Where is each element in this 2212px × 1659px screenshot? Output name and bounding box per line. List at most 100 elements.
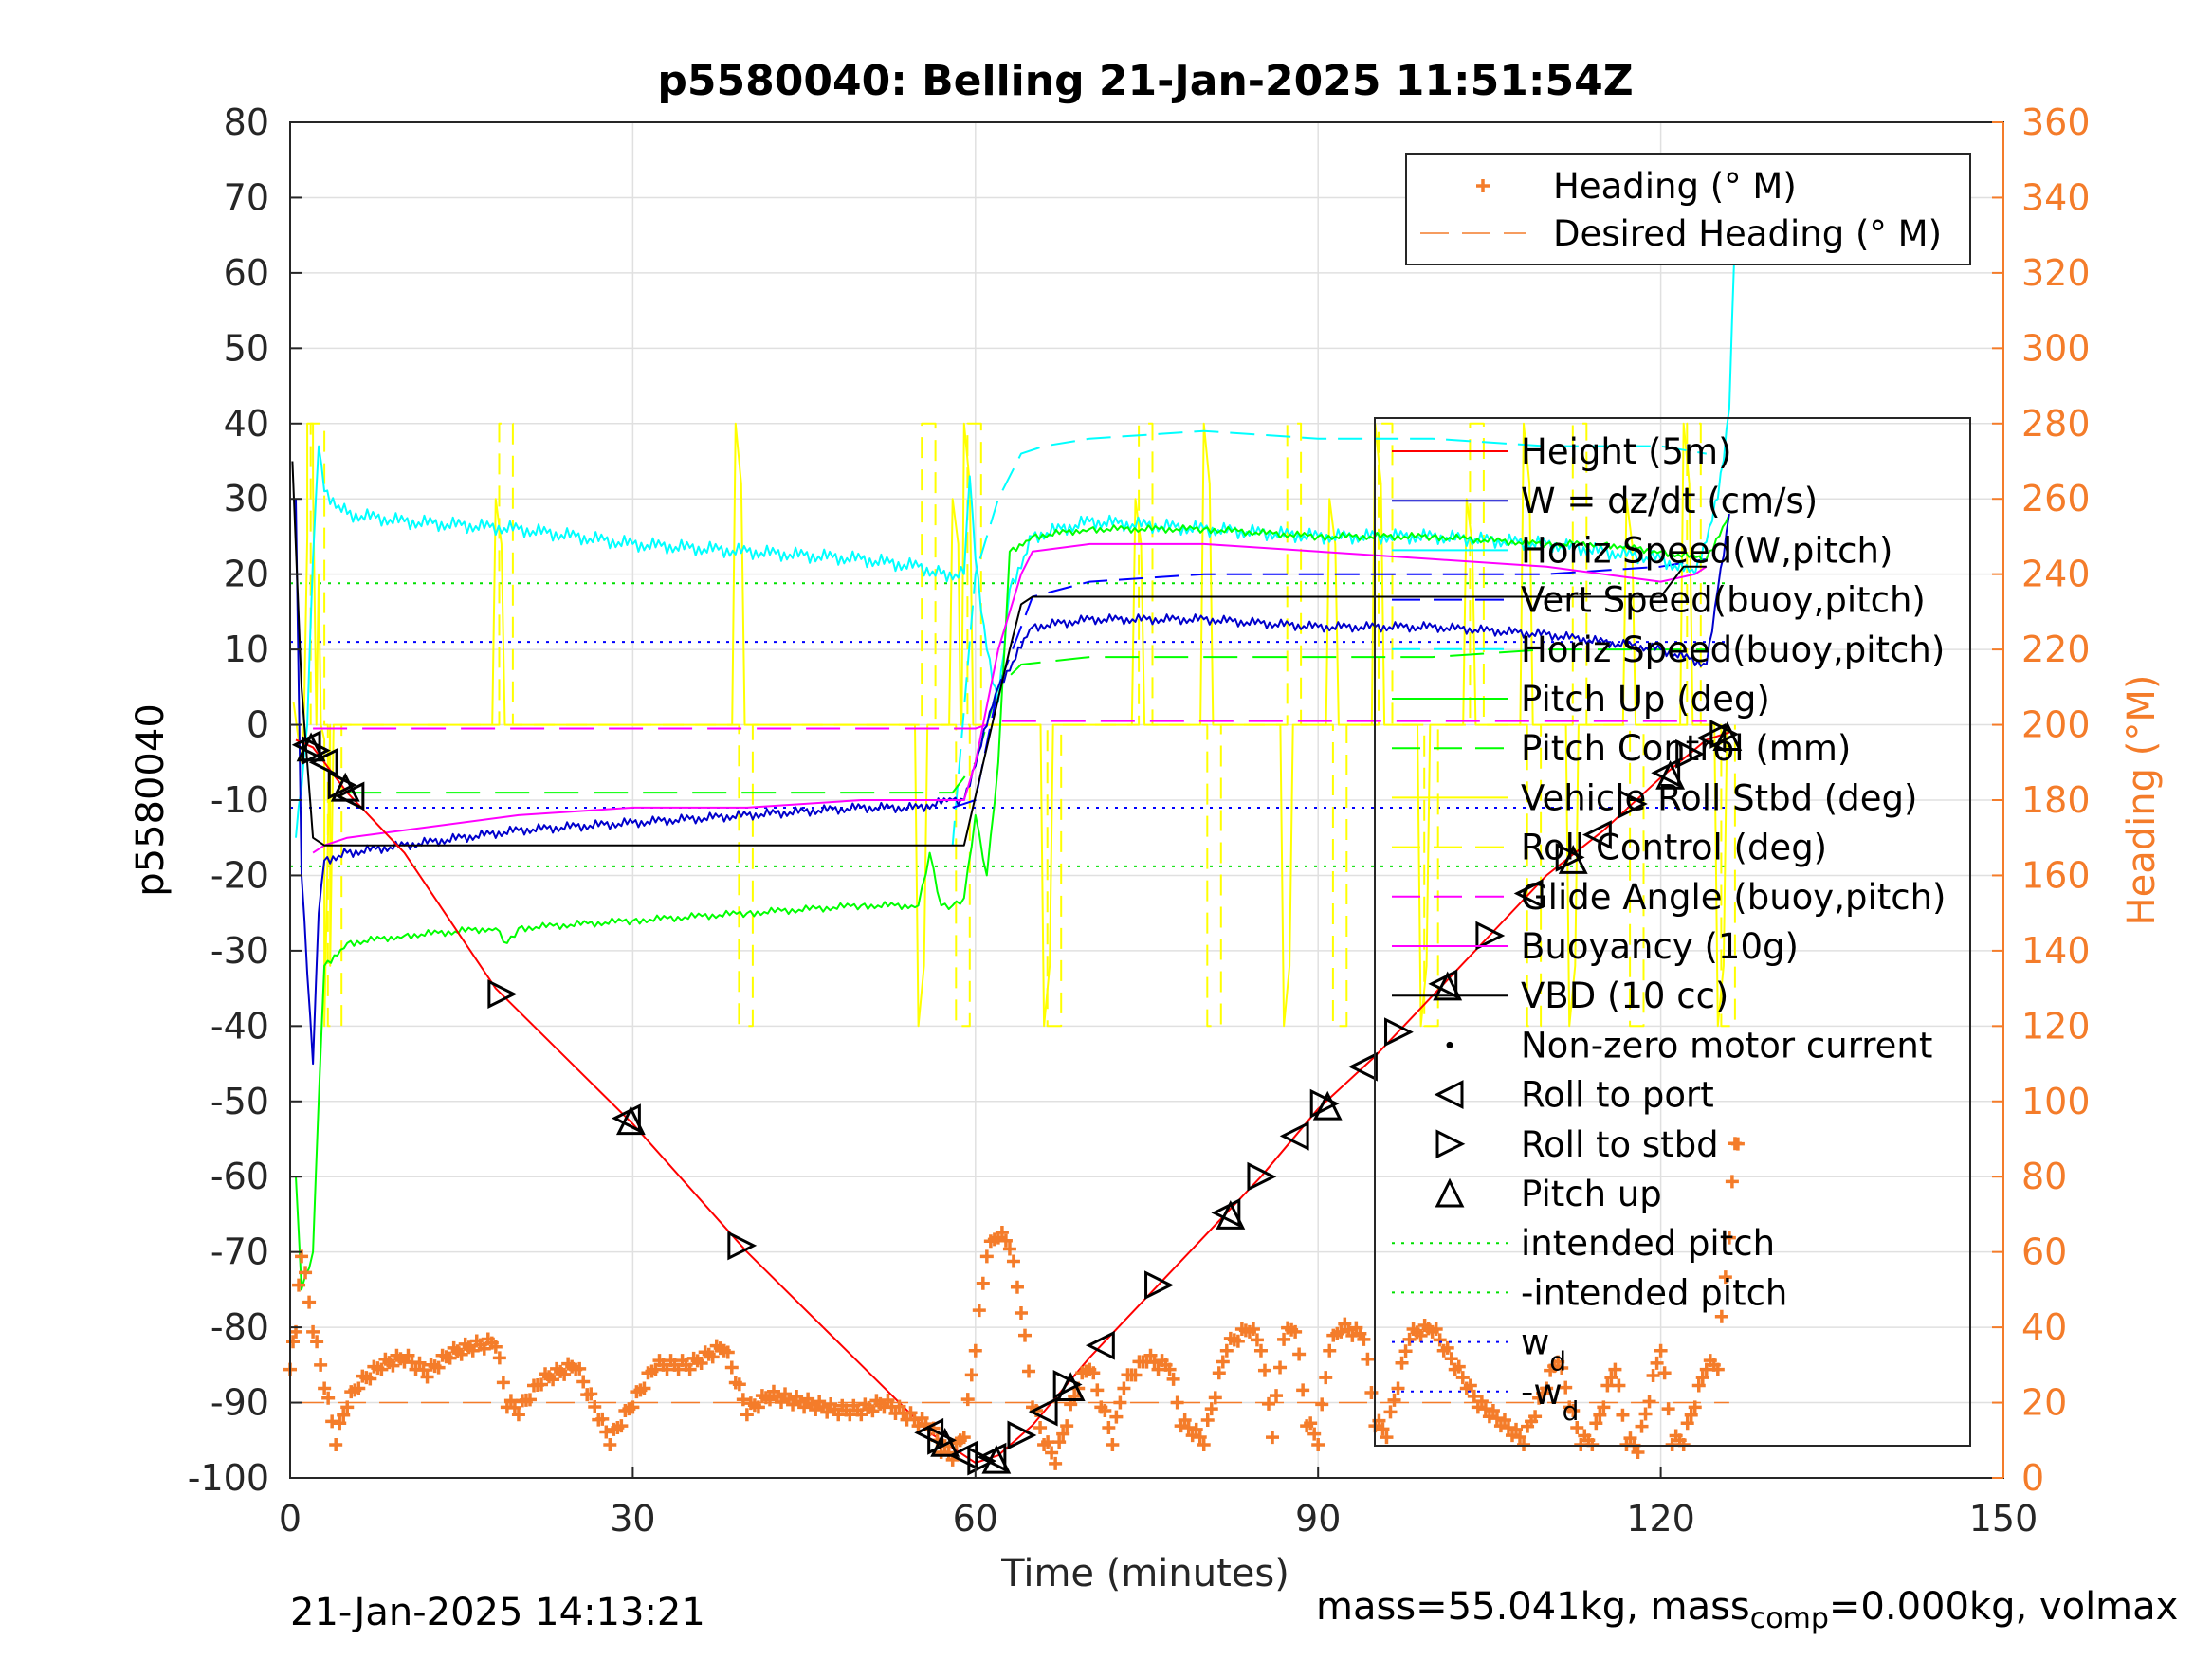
heading-marker (1361, 1352, 1375, 1366)
heading-marker (614, 1419, 629, 1433)
heading-marker (1052, 1435, 1067, 1449)
y-tick-label: -90 (210, 1382, 269, 1424)
legend-label: Buoyancy (10g) (1521, 926, 1799, 967)
heading-marker (1414, 1328, 1428, 1342)
heading-marker (1266, 1431, 1280, 1445)
vert-speed-buoy-line (952, 557, 1707, 809)
heading-marker (732, 1377, 746, 1392)
heading-marker (1060, 1419, 1074, 1433)
heading-marker (1616, 1408, 1630, 1422)
heading-marker (1307, 1427, 1322, 1441)
heading-marker (503, 1394, 518, 1408)
legend-swatch (1435, 1129, 1466, 1159)
y-tick-label: 20 (224, 554, 269, 595)
heading-marker (333, 1416, 347, 1431)
legend-label: -intended pitch (1521, 1272, 1787, 1313)
heading-marker (1612, 1378, 1626, 1393)
heading-marker (1102, 1421, 1116, 1435)
roll-marker (1581, 820, 1612, 849)
heading-marker (1056, 1427, 1070, 1441)
y-tick-label: 10 (224, 629, 269, 670)
heading-marker (1440, 1340, 1454, 1355)
roll-marker (1709, 720, 1740, 749)
y2-tick-label: 180 (2021, 779, 2091, 821)
legend-swatch (1435, 1177, 1465, 1208)
roll-marker (1348, 1051, 1378, 1082)
heading-marker (843, 1408, 857, 1422)
legend-heading-box (1405, 153, 1971, 265)
y2-tick-label: 0 (2021, 1457, 2044, 1499)
heading-marker (683, 1362, 697, 1376)
roll-marker (1085, 1330, 1115, 1360)
roll-line (292, 422, 1728, 1028)
horiz-speed-line (295, 235, 1736, 838)
heading-marker (337, 1408, 351, 1422)
heading-marker (1387, 1393, 1401, 1407)
heading-marker (1006, 1254, 1020, 1268)
heading-marker (1646, 1368, 1660, 1382)
w-dzdt-line (295, 499, 1730, 1066)
heading-marker (1395, 1356, 1409, 1370)
roll-marker (1144, 1270, 1174, 1301)
x-tick-label: 0 (279, 1498, 302, 1540)
roll-marker (1211, 1197, 1241, 1228)
heading-marker (1730, 1137, 1745, 1151)
heading-marker (295, 1249, 309, 1264)
y-tick-label: -30 (210, 930, 269, 972)
heading-marker (310, 1335, 324, 1349)
roll-marker (1052, 1370, 1083, 1399)
pitch-up-marker (981, 1444, 1012, 1474)
heading-marker (1463, 1378, 1477, 1393)
heading-marker (721, 1345, 735, 1359)
roll-marker (1555, 842, 1585, 872)
heading-marker (976, 1276, 990, 1290)
roll-marker (1675, 738, 1706, 769)
heading-marker (1722, 1231, 1736, 1245)
heading-marker (1540, 1381, 1554, 1395)
legend-heading-swatch (1476, 179, 1490, 192)
y-tick-label: -20 (210, 854, 269, 896)
roll-marker (948, 1440, 978, 1470)
heading-marker (321, 1391, 336, 1405)
y2-axis-label: Heading (°M) (2120, 675, 2164, 926)
y2-tick-label: 220 (2021, 629, 2091, 670)
heading-marker (1219, 1343, 1234, 1358)
pitch-up-marker (615, 1105, 646, 1136)
pitch-up-marker (1558, 845, 1588, 874)
y-tick-label: 80 (224, 101, 269, 143)
heading-marker (854, 1408, 868, 1422)
footer-mass-rest: =0.000kg, volmax (1828, 1585, 2179, 1629)
heading-marker (957, 1431, 971, 1445)
heading-marker (318, 1381, 332, 1395)
heading-marker (1296, 1383, 1310, 1397)
heading-marker (1041, 1435, 1055, 1449)
y-tick-label: 50 (224, 327, 269, 369)
heading-marker (694, 1356, 708, 1370)
legend-heading-label: Desired Heading (° M) (1553, 213, 1942, 254)
heading-marker (972, 1304, 986, 1318)
y-tick-label: -50 (210, 1081, 269, 1122)
heading-marker (1147, 1356, 1161, 1370)
pitch-control-line (347, 648, 1707, 794)
heading-marker (292, 1278, 306, 1292)
heading-marker (1334, 1324, 1348, 1339)
legend-heading: Heading (° M) Desired Heading (° M) (1405, 153, 1971, 265)
heading-marker (998, 1233, 1013, 1248)
vbd-line (291, 461, 1707, 847)
y2-tick-label: 260 (2021, 478, 2091, 520)
legend-label: Horiz Speed(W,pitch) (1521, 530, 1892, 571)
roll-marker (1028, 1396, 1058, 1427)
heading-marker (1478, 1402, 1492, 1416)
heading-marker (1270, 1389, 1284, 1403)
heading-marker (1212, 1366, 1226, 1380)
heading-marker (1684, 1408, 1698, 1422)
y2-tick-label: 60 (2021, 1231, 2067, 1273)
heading-marker (1193, 1430, 1207, 1444)
heading-marker (1311, 1438, 1325, 1452)
heading-marker (968, 1343, 982, 1358)
y-tick-label: -100 (188, 1457, 269, 1499)
heading-marker (416, 1363, 430, 1377)
roll-marker (1618, 789, 1648, 819)
heading-marker (1429, 1322, 1443, 1336)
heading-marker (1710, 1362, 1725, 1376)
